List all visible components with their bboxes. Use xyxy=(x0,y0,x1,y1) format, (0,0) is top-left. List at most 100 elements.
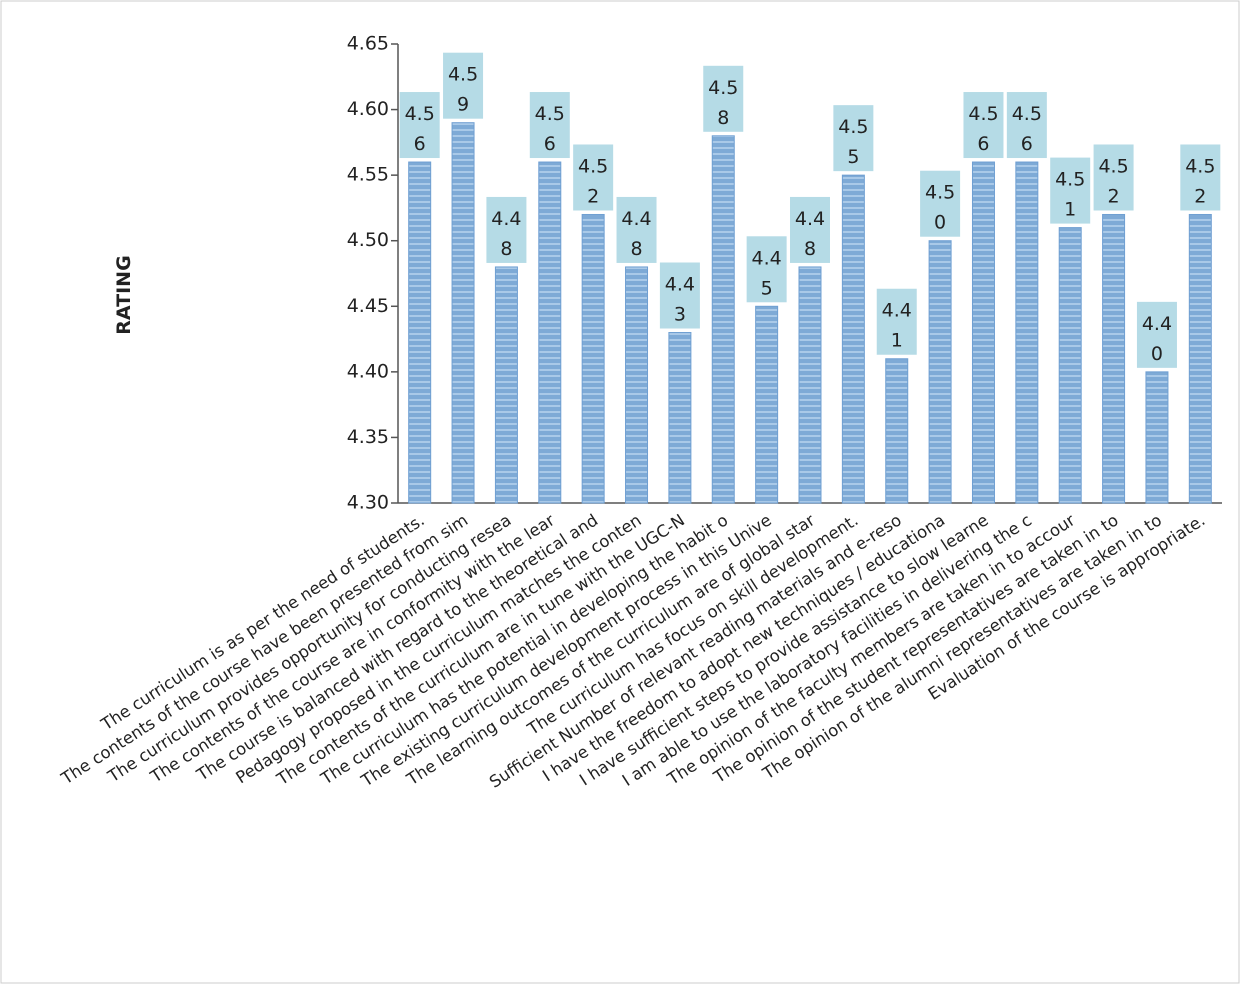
value-label-box xyxy=(790,196,830,263)
value-label-part: 2 xyxy=(587,185,599,207)
value-label: 4.5 0 xyxy=(925,182,955,234)
bar xyxy=(581,213,605,504)
value-label: 4.5 6 xyxy=(1012,103,1042,155)
value-label-box xyxy=(573,144,614,211)
bar xyxy=(668,332,692,504)
bar xyxy=(1058,227,1082,504)
value-label-part: 4.5 xyxy=(535,103,565,125)
value-label-part: 4.4 xyxy=(1142,313,1172,335)
value-label: 4.5 6 xyxy=(405,103,435,155)
value-label-box xyxy=(659,262,700,329)
value-label-part: 4.4 xyxy=(795,208,825,230)
value-label-box xyxy=(616,196,657,263)
bar xyxy=(928,240,952,504)
value-label-part: 4.4 xyxy=(752,247,782,269)
bar xyxy=(408,161,432,504)
value-label-part: 4.5 xyxy=(578,155,608,177)
bar xyxy=(451,122,475,504)
value-label-part: 1 xyxy=(1064,199,1076,221)
value-label-box xyxy=(1050,157,1091,224)
value-label-part: 0 xyxy=(1151,343,1163,365)
value-label-part: 3 xyxy=(674,304,686,326)
value-label-box xyxy=(443,52,484,119)
value-label: 4.5 6 xyxy=(968,103,998,155)
y-tick-label: 4.60 xyxy=(347,98,389,120)
value-label-box xyxy=(1093,144,1134,211)
value-label-part: 4.5 xyxy=(925,182,955,204)
value-label-part: 4.5 xyxy=(708,77,738,99)
value-label-part: 4.5 xyxy=(448,64,478,86)
value-label: 4.4 8 xyxy=(621,208,651,260)
y-tick-label: 4.55 xyxy=(347,164,389,186)
value-label: 4.4 3 xyxy=(665,274,695,326)
bar xyxy=(971,161,995,504)
bar xyxy=(538,161,562,504)
value-label-part: 4.5 xyxy=(405,103,435,125)
value-label: 4.5 6 xyxy=(535,103,565,155)
value-label: 4.4 0 xyxy=(1142,313,1172,365)
y-tick-label: 4.65 xyxy=(347,33,389,55)
y-tick-label: 4.40 xyxy=(347,360,389,382)
value-label: 4.4 8 xyxy=(491,208,521,260)
value-label-box xyxy=(399,92,440,159)
value-label-box xyxy=(920,170,961,237)
value-label-part: 5 xyxy=(761,277,773,299)
value-label-part: 5 xyxy=(847,146,859,168)
value-label-part: 2 xyxy=(1108,185,1120,207)
value-label: 4.4 1 xyxy=(882,300,912,352)
value-label-box xyxy=(876,288,917,355)
bar xyxy=(494,266,518,504)
y-tick-label: 4.35 xyxy=(347,426,389,448)
bar xyxy=(798,266,822,504)
value-label-part: 4.4 xyxy=(621,208,651,230)
value-label: 4.5 5 xyxy=(838,116,868,168)
value-label-box xyxy=(703,65,744,132)
value-label-box xyxy=(963,92,1004,159)
value-label-part: 8 xyxy=(630,238,642,260)
value-label-part: 9 xyxy=(457,94,469,116)
bar xyxy=(755,305,779,504)
value-label-part: 8 xyxy=(717,107,729,129)
value-label-box xyxy=(1006,92,1047,159)
bar xyxy=(1188,213,1212,504)
bar xyxy=(841,174,865,504)
value-label-part: 6 xyxy=(977,133,989,155)
value-label-part: 2 xyxy=(1194,185,1206,207)
value-label-part: 6 xyxy=(414,133,426,155)
value-label-box xyxy=(529,92,570,159)
value-label-box xyxy=(833,105,874,172)
value-label: 4.5 2 xyxy=(578,155,608,207)
y-axis-label: RATING xyxy=(113,255,135,334)
value-label-part: 4.5 xyxy=(968,103,998,125)
value-label-part: 8 xyxy=(804,238,816,260)
value-label-part: 0 xyxy=(934,212,946,234)
y-tick-label: 4.45 xyxy=(347,295,389,317)
value-label-part: 4.4 xyxy=(882,300,912,322)
bar xyxy=(1145,371,1169,504)
value-label: 4.4 5 xyxy=(752,247,782,299)
value-label: 4.4 8 xyxy=(795,208,825,260)
y-tick-label: 4.50 xyxy=(347,229,389,251)
value-label-box xyxy=(486,196,527,263)
bar xyxy=(711,135,735,504)
value-label-box xyxy=(1136,301,1177,368)
value-label-part: 4.5 xyxy=(838,116,868,138)
value-label-part: 4.5 xyxy=(1098,155,1128,177)
value-label: 4.5 2 xyxy=(1098,155,1128,207)
bar xyxy=(1102,213,1126,504)
value-label-part: 6 xyxy=(544,133,556,155)
value-label: 4.5 9 xyxy=(448,64,478,116)
value-label-part: 4.5 xyxy=(1185,155,1215,177)
value-label-part: 6 xyxy=(1021,133,1033,155)
value-label-part: 4.5 xyxy=(1012,103,1042,125)
value-label: 4.5 1 xyxy=(1055,169,1085,221)
value-label: 4.5 8 xyxy=(708,77,738,129)
y-tick-label: 4.30 xyxy=(347,492,389,514)
value-label-box xyxy=(1180,144,1221,211)
bar xyxy=(625,266,649,504)
value-label-part: 4.4 xyxy=(665,274,695,296)
